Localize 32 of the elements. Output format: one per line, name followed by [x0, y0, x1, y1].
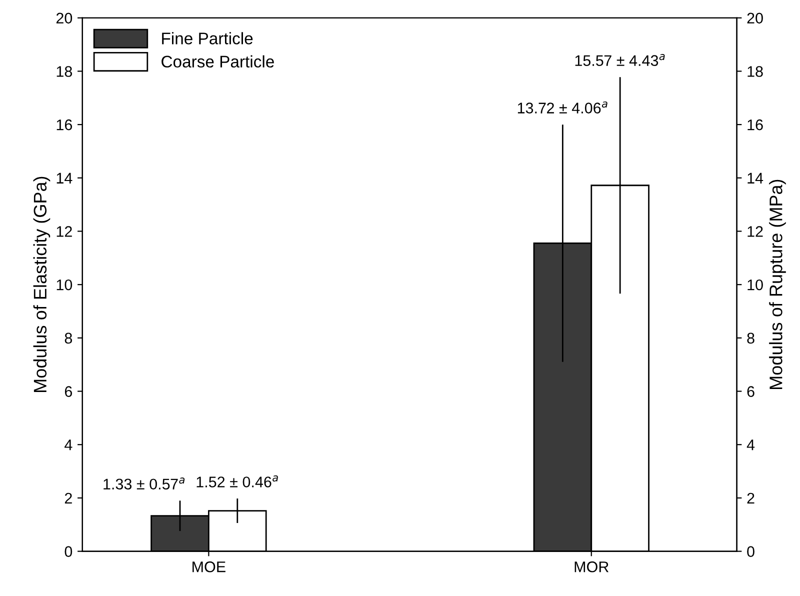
- data-label: 1.52 ± 0.46$^{a}$: [196, 475, 278, 488]
- y-tick-label: 0: [64, 546, 72, 557]
- legend-label: Fine Particle: [162, 32, 253, 44]
- x-tick-label: MOR: [574, 561, 608, 572]
- y-tick-label: 18: [56, 66, 72, 77]
- y-tick-label: 4: [64, 440, 72, 450]
- y2-tick-label: 2: [747, 492, 754, 504]
- y2-tick-label: 6: [747, 386, 754, 397]
- y2-tick-label: 14: [748, 172, 764, 184]
- y2-tick-label: 4: [746, 440, 755, 450]
- y-tick-label: 2: [64, 492, 72, 504]
- y-axis-title: Modulus of Elasticity (GPa): [33, 176, 50, 392]
- annotation: 15.57 ± 4.43$^{a}$: [575, 54, 665, 66]
- y-tick-label: 8: [64, 332, 72, 344]
- y2-tick-label: 16: [748, 119, 763, 130]
- y2-tick-label: 18: [748, 66, 763, 77]
- y-tick-label: 12: [56, 226, 72, 237]
- y2-tick-label: 20: [747, 12, 763, 24]
- y2-tick-label: 0: [747, 546, 754, 557]
- y-tick-label: 10: [56, 279, 72, 290]
- y-tick-label: 6: [64, 386, 72, 397]
- y2-axis-title: Modulus of Rupture (MPa): [769, 180, 786, 389]
- annotation: 13.72 ± 4.06$^{a}$: [518, 101, 608, 114]
- y2-tick-label: 12: [748, 226, 763, 237]
- y-tick-label: 20: [56, 12, 72, 24]
- x-tick-label: MOE: [192, 561, 226, 572]
- y-tick-label: 16: [56, 119, 72, 130]
- y-tick-label: 14: [56, 172, 72, 184]
- data-label: 1.33 ± 0.57$^{a}$: [104, 478, 185, 490]
- y2-tick-label: 10: [748, 279, 763, 290]
- y2-tick-label: 8: [747, 332, 754, 344]
- legend-label: Coarse Particle: [162, 55, 274, 68]
